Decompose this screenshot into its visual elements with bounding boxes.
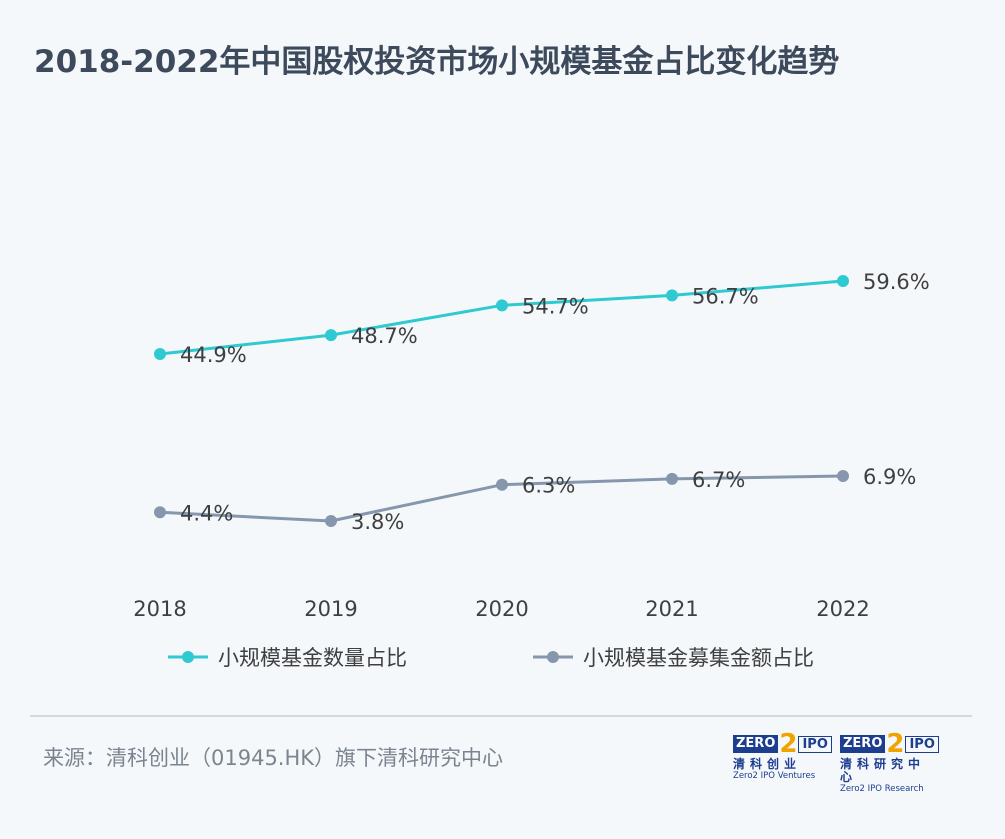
zero2ipo-ventures-logo: ZERO 2 IPO 清科创业 Zero2 IPO Ventures (733, 731, 832, 787)
data-point (837, 470, 849, 482)
data-point (666, 472, 678, 485)
data-point (154, 506, 166, 519)
source-note: 来源：清科创业（01945.HK）旗下清科研究中心 (43, 746, 504, 770)
data-label: 6.7% (692, 468, 745, 492)
x-tick-label: 2022 (816, 597, 869, 621)
data-label: 54.7% (522, 294, 589, 318)
data-label: 59.6% (863, 270, 930, 294)
x-tick-label: 2021 (645, 597, 698, 621)
legend-label: 小规模基金数量占比 (218, 646, 407, 670)
data-point (837, 275, 849, 287)
data-point (666, 289, 678, 302)
line-chart: 44.9% 48.7% 54.7% 56.7% 59.6% 4.4% 3.8% 6.3% 6.7… (133, 270, 930, 670)
data-point (496, 478, 508, 491)
zero2ipo-research-logo: ZERO 2 IPO 清科研究中心 Zero2 IPO Research (840, 731, 939, 794)
data-point (154, 348, 166, 360)
data-label: 56.7% (692, 284, 759, 308)
data-label: 48.7% (351, 324, 418, 348)
data-label: 6.3% (522, 474, 575, 498)
legend-label: 小规模基金募集金额占比 (583, 646, 814, 670)
footer-divider (30, 715, 972, 717)
x-tick-label: 2019 (304, 597, 357, 621)
data-point (325, 515, 337, 527)
legend-marker (182, 651, 194, 663)
x-tick-label: 2018 (133, 597, 186, 621)
data-label: 6.9% (863, 465, 916, 489)
data-point (496, 299, 508, 312)
x-tick-label: 2020 (475, 597, 528, 621)
legend-marker (547, 651, 559, 663)
data-label: 44.9% (180, 343, 247, 367)
data-label: 3.8% (351, 510, 404, 534)
data-point (325, 329, 337, 342)
data-label: 4.4% (180, 501, 233, 525)
chart-title: 2018-2022年中国股权投资市场小规模基金占比变化趋势 (34, 44, 840, 80)
